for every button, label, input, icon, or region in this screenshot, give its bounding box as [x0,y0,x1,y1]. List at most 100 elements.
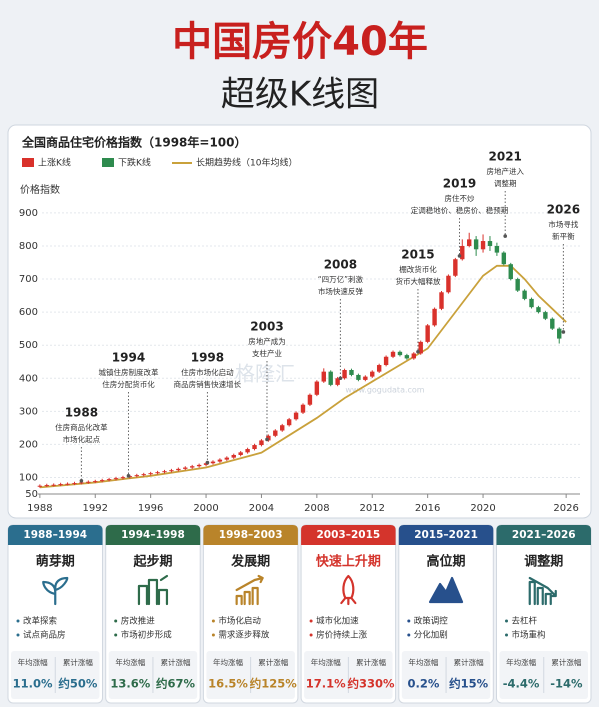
y-tick-label: 900 [19,208,38,219]
phase-point: 房价持续上涨 [316,630,368,641]
annotation-anchor [457,254,462,258]
bullet [16,619,20,623]
candle-body [363,376,368,380]
candle-body [335,378,340,385]
candle-body [190,466,195,468]
candle-body [425,325,430,342]
annotation-year: 2003 [250,320,283,334]
annotation-text: 棚改货币化 [399,264,437,274]
annotation-text: 调整期 [494,178,517,188]
bullet [114,619,118,623]
annotation-anchor [416,350,420,354]
candle-body [501,252,507,265]
annotation-text: 房地产成为 [248,336,286,346]
candle-body [134,475,139,477]
bullet [309,633,313,637]
phase-header [8,525,103,545]
candle-body [252,445,257,450]
y-axis-label: 价格指数 [20,183,60,196]
total-label: 累计涨幅 [161,657,191,667]
candle-body [65,483,70,485]
candle-body [356,374,361,380]
candle-body [300,404,306,413]
candle-body [196,464,202,467]
candle-body [273,430,278,436]
candle-body [453,259,458,276]
y-tick-label: 500 [19,340,38,351]
phase-title: 萌芽期 [36,554,75,570]
candle-body [480,241,486,250]
candle-body [404,355,410,359]
candle-body [439,292,444,309]
annotation-year: 1998 [191,351,224,365]
candle-body [286,419,292,426]
x-tick-label: 1988 [27,503,52,514]
candle-body [536,307,541,313]
candle-body [411,353,416,359]
candle-body [51,484,56,486]
annual-value: 0.2% [407,677,439,691]
candle-body [99,480,105,482]
candle-body [231,454,236,458]
candle-body [293,412,299,420]
annotation-text: 房地产进入 [486,166,524,176]
annotation-anchor [503,234,508,238]
candle-body [321,371,326,382]
phase-icon [340,574,357,606]
bullet [114,633,118,637]
total-value: 约67% [156,677,196,691]
candle-body [93,481,98,483]
total-value: -14% [550,677,583,691]
candle-body [224,457,230,460]
candle-body [314,381,320,395]
x-tick-label: 1992 [83,503,108,514]
annotation-text: 市场快速反弹 [318,286,363,296]
candle-body [383,356,389,366]
candle-body [266,435,271,441]
y-tick-label: 200 [19,439,38,450]
candle-body [141,474,146,476]
phase-title: 快速上升期 [316,554,381,570]
annotation-text: 商品房销售快速增长 [174,379,242,389]
annotation-year: 1994 [112,351,145,365]
candle-body [397,351,403,356]
candle-body [120,477,126,479]
y-tick-label: 800 [19,241,38,252]
candle-body [79,482,84,484]
candle-body [259,440,264,446]
annotation-text: 市场化起点 [63,434,101,444]
phase-icon [137,574,169,606]
annual-value: -4.4% [503,677,540,691]
candle-body [58,484,63,486]
bullet [211,619,215,623]
annual-label: 年均涨幅 [408,657,438,667]
candle-body [203,463,209,465]
bullet [407,619,411,623]
candle-body [557,328,562,339]
candle-body [349,369,354,375]
phase-title: 高位期 [427,554,466,570]
y-tick-label: 300 [19,406,38,417]
candle-body [522,290,527,299]
annual-label: 年均涨幅 [115,657,145,667]
total-value: 约125% [250,677,298,691]
candle-body [245,449,250,453]
phase-point: 房改推进 [121,616,156,627]
phase-point: 试点商品房 [23,630,66,641]
candle-body [342,369,347,379]
candle-body [328,371,333,385]
phase-point: 政策调控 [414,616,449,627]
total-label: 累计涨幅 [63,657,93,667]
phase-title: 起步期 [132,554,172,570]
candle-body [155,472,160,474]
bullet [211,633,215,637]
candle-body [390,351,396,357]
candle-body [370,371,375,377]
phase-period: 1988–1994 [23,529,87,541]
phase-header [203,525,298,545]
total-value: 约50% [58,677,98,691]
legend-swatch [102,158,114,167]
total-label: 累计涨幅 [258,657,288,667]
candle-body [86,481,91,483]
candle-body [106,479,112,481]
